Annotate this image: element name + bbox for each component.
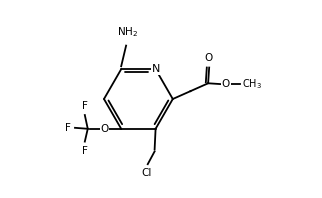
- Text: F: F: [82, 101, 88, 111]
- Text: F: F: [82, 146, 88, 155]
- Text: O: O: [222, 79, 230, 89]
- Text: NH$_2$: NH$_2$: [117, 25, 137, 39]
- Text: O: O: [100, 124, 109, 134]
- Text: Cl: Cl: [142, 168, 152, 178]
- Text: N: N: [151, 64, 160, 74]
- Text: O: O: [204, 53, 212, 63]
- Text: CH$_3$: CH$_3$: [242, 77, 261, 91]
- Text: F: F: [65, 123, 71, 133]
